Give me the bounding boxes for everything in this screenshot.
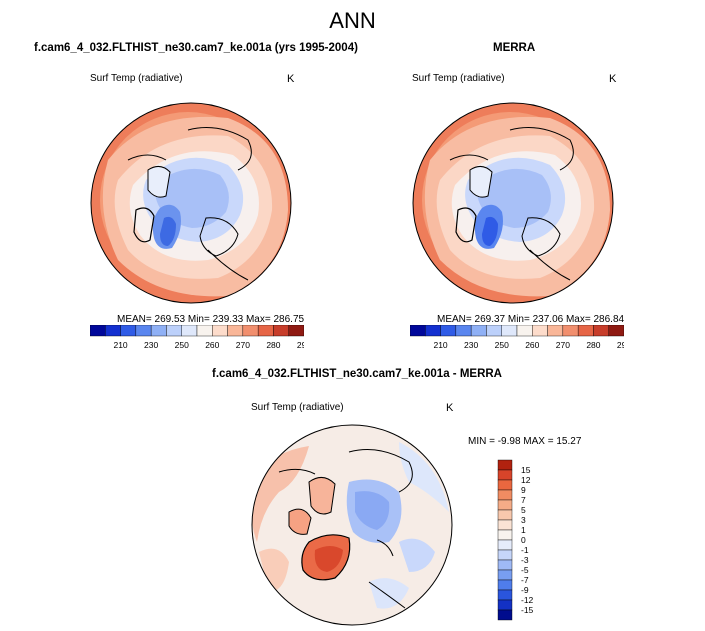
obs-colorbar-tick-label: 250: [495, 340, 509, 350]
obs-colorbar-swatch: [516, 325, 533, 337]
obs-colorbar-swatch: [486, 325, 502, 337]
model-colorbar-swatch: [212, 325, 228, 337]
diff-colorbar-swatch: [497, 599, 513, 611]
diff-colorbar-swatch: [497, 549, 513, 561]
obs-colorbar-swatch: [593, 325, 609, 337]
diff-colorbar-swatch: [497, 529, 513, 541]
diff-colorbar-tick-label: 9: [521, 485, 526, 495]
obs-colorbar-swatch: [455, 325, 472, 337]
diff-colorbar-swatch: [497, 559, 513, 571]
model-variable-label: Surf Temp (radiative): [90, 73, 183, 84]
obs-colorbar-tick-label: 290: [617, 340, 624, 350]
diff-colorbar-swatch: [497, 479, 513, 491]
obs-panel-title: MERRA: [493, 42, 536, 54]
model-colorbar-swatch: [105, 325, 121, 337]
diff-colorbar-tick-label: -7: [521, 575, 529, 585]
diff-variable-label: Surf Temp (radiative): [251, 402, 344, 413]
model-colorbar-swatch: [273, 325, 289, 337]
obs-colorbar: 210230250260270280290300: [410, 325, 624, 350]
model-colorbar-swatch: [257, 325, 274, 337]
diff-colorbar-tick-label: -1: [521, 545, 529, 555]
obs-colorbar-swatch: [608, 325, 624, 337]
obs-colorbar-swatch: [470, 325, 487, 337]
obs-colorbar-swatch: [440, 325, 457, 337]
obs-colorbar-swatch: [562, 325, 579, 337]
model-colorbar-swatch: [181, 325, 198, 337]
diff-colorbar-swatch: [497, 589, 513, 601]
diff-colorbar-swatch: [497, 579, 513, 591]
diff-colorbar-tick-label: -15: [521, 605, 534, 615]
obs-colorbar-swatch: [410, 325, 426, 337]
diff-colorbar-tick-label: -5: [521, 565, 529, 575]
obs-colorbar-tick-label: 210: [433, 340, 447, 350]
obs-units-label: K: [609, 73, 617, 85]
diff-colorbar-swatch: [497, 519, 513, 531]
model-colorbar-swatch: [242, 325, 259, 337]
model-units-label: K: [287, 73, 295, 85]
diff-colorbar-swatch: [497, 509, 513, 521]
diff-colorbar-tick-label: 15: [521, 465, 531, 475]
diff-polar-map: [251, 424, 453, 626]
model-panel-title: f.cam6_4_032.FLTHIST_ne30.cam7_ke.001a (…: [34, 42, 358, 54]
diff-panel-title: f.cam6_4_032.FLTHIST_ne30.cam7_ke.001a -…: [212, 368, 502, 380]
model-colorbar-tick-label: 270: [236, 340, 250, 350]
model-colorbar-tick-label: 230: [144, 340, 158, 350]
obs-colorbar-tick-label: 260: [525, 340, 539, 350]
diff-colorbar-swatch: [497, 469, 513, 481]
obs-colorbar-swatch: [425, 325, 441, 337]
diff-colorbar-tick-label: -9: [521, 585, 529, 595]
diff-colorbar-swatch: [497, 489, 513, 501]
model-colorbar-swatch: [196, 325, 213, 337]
obs-polar-map: [412, 102, 614, 304]
model-colorbar-swatch: [135, 325, 152, 337]
diff-colorbar-tick-label: -3: [521, 555, 529, 565]
model-stats: MEAN= 269.53 Min= 239.33 Max= 286.75: [117, 314, 305, 325]
diff-colorbar-swatch: [497, 459, 513, 471]
obs-colorbar-swatch: [577, 325, 594, 337]
page-title: ANN: [329, 8, 376, 33]
diff-colorbar-swatch: [497, 539, 513, 551]
diff-colorbar-tick-label: 12: [521, 475, 531, 485]
model-colorbar-tick-label: 290: [297, 340, 304, 350]
obs-colorbar-swatch: [547, 325, 564, 337]
model-colorbar-tick-label: 250: [175, 340, 189, 350]
diff-colorbar-swatch: [497, 499, 513, 511]
model-colorbar-swatch: [120, 325, 137, 337]
diff-colorbar-tick-label: 0: [521, 535, 526, 545]
obs-variable-label: Surf Temp (radiative): [412, 73, 505, 84]
diff-units-label: K: [446, 402, 454, 414]
diff-colorbar-tick-label: 3: [521, 515, 526, 525]
diff-stats: MIN = -9.98 MAX = 15.27: [468, 436, 582, 447]
diff-colorbar-swatch: [497, 609, 513, 621]
obs-colorbar-swatch: [532, 325, 548, 337]
obs-colorbar-tick-label: 280: [586, 340, 600, 350]
model-colorbar-swatch: [166, 325, 182, 337]
diff-colorbar-tick-label: -12: [521, 595, 534, 605]
model-colorbar: 210230250260270280290300: [90, 325, 304, 350]
model-colorbar-swatch: [150, 325, 167, 337]
diff-colorbar-tick-label: 7: [521, 495, 526, 505]
model-colorbar-swatch: [227, 325, 244, 337]
model-colorbar-tick-label: 280: [266, 340, 280, 350]
model-colorbar-swatch: [90, 325, 106, 337]
diff-colorbar-tick-label: 5: [521, 505, 526, 515]
obs-stats: MEAN= 269.37 Min= 237.06 Max= 286.84: [437, 314, 625, 325]
obs-colorbar-swatch: [501, 325, 518, 337]
model-colorbar-tick-label: 210: [113, 340, 127, 350]
model-colorbar-tick-label: 260: [205, 340, 219, 350]
diff-colorbar-tick-label: 1: [521, 525, 526, 535]
obs-colorbar-tick-label: 230: [464, 340, 478, 350]
obs-colorbar-tick-label: 270: [556, 340, 570, 350]
model-colorbar-swatch: [288, 325, 304, 337]
diff-colorbar-swatch: [497, 569, 513, 581]
model-polar-map: [90, 102, 292, 304]
